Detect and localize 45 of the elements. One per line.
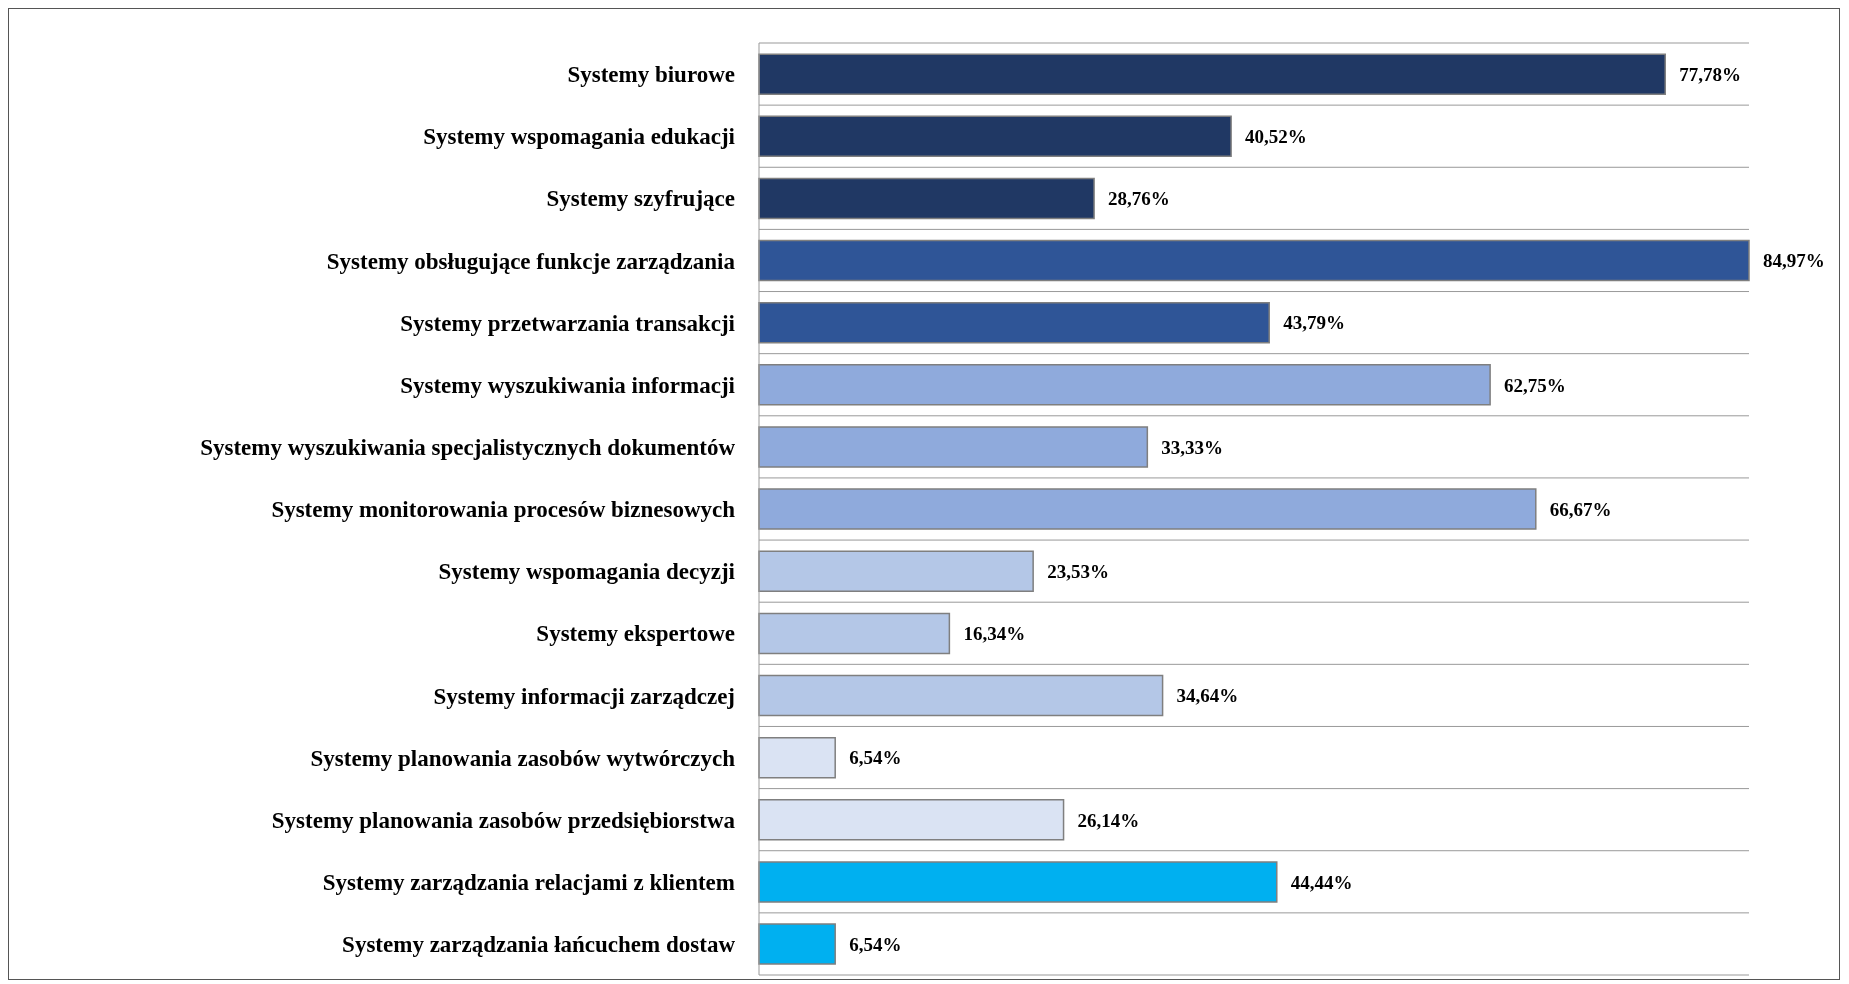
bar: [758, 239, 1750, 282]
data-label: 28,76%: [1108, 188, 1170, 210]
bar: [758, 612, 951, 655]
y-tick-label: Systemy wyszukiwania informacji: [400, 372, 736, 398]
data-label: 44,44%: [1290, 871, 1353, 893]
data-label: 33,33%: [1161, 436, 1224, 458]
data-label: 62,75%: [1504, 374, 1566, 396]
y-tick-label: Systemy informacji zarządczej: [433, 683, 735, 709]
y-tick-label: Systemy planowania zasobów wytwórczych: [310, 745, 736, 771]
bar: [758, 861, 1278, 903]
bar: [758, 426, 1149, 468]
bar: [758, 364, 1491, 406]
y-tick-label: Systemy monitorowania procesów biznesowych: [271, 497, 736, 523]
data-label: 16,34%: [963, 623, 1026, 645]
y-tick-label: Systemy szyfrujące: [546, 186, 735, 212]
y-tick-label: Systemy planowania zasobów przedsiębiorstwa: [271, 807, 736, 833]
bar: [758, 53, 1666, 95]
y-tick-label: Systemy wyszukiwania specjalistycznych dokumentów: [200, 435, 736, 461]
bar: [758, 674, 1164, 717]
bar: [758, 550, 1034, 592]
data-label: 66,67%: [1549, 498, 1612, 520]
data-label: 6,54%: [849, 747, 902, 769]
y-tick-label: Systemy wspomagania edukacji: [423, 124, 736, 150]
bar: [758, 488, 1537, 530]
y-tick-label: Systemy zarządzania relacjami z klientem: [322, 869, 735, 895]
bar: [758, 736, 836, 779]
data-label: 40,52%: [1245, 126, 1307, 148]
data-label: 6,54%: [849, 933, 902, 955]
data-label: 34,64%: [1176, 685, 1239, 707]
y-tick-label: Systemy ekspertowe: [536, 621, 735, 647]
y-tick-label: Systemy zarządzania łańcuchem dostaw: [342, 932, 736, 958]
data-label: 43,79%: [1283, 312, 1345, 334]
bar: [758, 799, 1065, 841]
y-tick-label: Systemy obsługujące funkcje zarządzania: [326, 248, 736, 274]
bar: [758, 301, 1270, 344]
bar: [758, 923, 836, 965]
data-label: 84,97%: [1763, 250, 1825, 272]
y-tick-label: Systemy wspomagania decyzji: [438, 559, 736, 585]
data-label: 77,78%: [1679, 63, 1741, 85]
bar: [758, 177, 1095, 220]
data-label: 23,53%: [1047, 561, 1109, 582]
y-tick-label: Systemy biurowe: [567, 62, 735, 88]
data-label: 26,14%: [1077, 809, 1140, 831]
bar: [758, 115, 1232, 158]
y-tick-label: Systemy przetwarzania transakcji: [400, 310, 736, 336]
